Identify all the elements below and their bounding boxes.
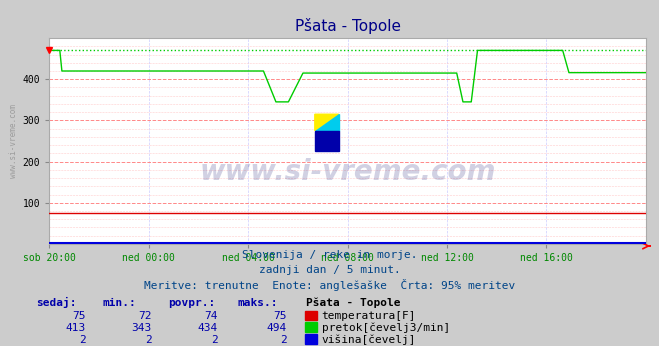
- Polygon shape: [315, 131, 339, 151]
- Text: 75: 75: [273, 311, 287, 321]
- Text: 434: 434: [197, 323, 217, 333]
- Text: temperatura[F]: temperatura[F]: [322, 311, 416, 321]
- Text: 2: 2: [280, 335, 287, 345]
- Text: Meritve: trenutne  Enote: anglešaške  Črta: 95% meritev: Meritve: trenutne Enote: anglešaške Črta…: [144, 279, 515, 291]
- Text: min.:: min.:: [102, 298, 136, 308]
- Text: Pšata - Topole: Pšata - Topole: [306, 298, 401, 308]
- Text: 2: 2: [145, 335, 152, 345]
- Text: 2: 2: [79, 335, 86, 345]
- Text: zadnji dan / 5 minut.: zadnji dan / 5 minut.: [258, 265, 401, 275]
- Text: povpr.:: povpr.:: [168, 298, 215, 308]
- Text: 72: 72: [138, 311, 152, 321]
- Text: 494: 494: [266, 323, 287, 333]
- Text: Slovenija / reke in morje.: Slovenija / reke in morje.: [242, 250, 417, 260]
- Text: pretok[čevelj3/min]: pretok[čevelj3/min]: [322, 322, 450, 333]
- Text: 413: 413: [65, 323, 86, 333]
- Polygon shape: [315, 114, 339, 131]
- Text: višina[čevelj]: višina[čevelj]: [322, 334, 416, 345]
- Text: 343: 343: [131, 323, 152, 333]
- Title: Pšata - Topole: Pšata - Topole: [295, 18, 401, 34]
- Text: 74: 74: [204, 311, 217, 321]
- Polygon shape: [315, 114, 339, 131]
- Text: 75: 75: [72, 311, 86, 321]
- Text: www.si-vreme.com: www.si-vreme.com: [200, 158, 496, 186]
- Text: sedaj:: sedaj:: [36, 297, 76, 308]
- Text: maks.:: maks.:: [237, 298, 277, 308]
- Text: www.si-vreme.com: www.si-vreme.com: [9, 104, 18, 178]
- Text: 2: 2: [211, 335, 217, 345]
